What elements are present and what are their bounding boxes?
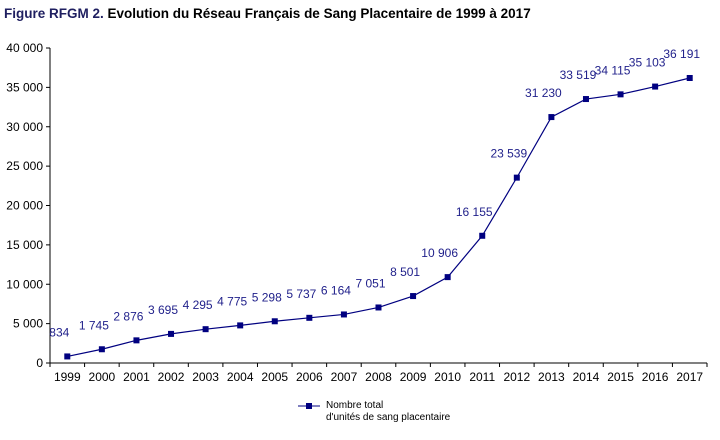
x-tick-label: 2014 [573,370,600,384]
data-label: 2 876 [113,309,143,323]
legend-label: Nombre total d'unités de sang placentair… [326,400,450,424]
y-tick-label: 20 000 [6,199,43,213]
data-label: 33 519 [560,68,597,82]
x-tick-label: 1999 [54,370,81,384]
x-tick-label: 2002 [158,370,185,384]
x-tick-label: 2007 [331,370,358,384]
legend-label-line-2: d'unités de sang placentaire [326,412,451,423]
x-tick-label: 2009 [400,370,427,384]
data-label: 31 230 [525,86,562,100]
data-point-marker [582,96,589,103]
y-tick-label: 30 000 [6,120,43,134]
data-point-marker [98,346,105,353]
x-tick-label: 2005 [261,370,288,384]
data-label: 35 103 [629,56,666,70]
data-point-marker [168,330,175,337]
data-label: 5 298 [252,290,282,304]
y-tick-label: 35 000 [6,80,43,94]
data-point-marker [340,311,347,318]
x-tick-label: 2001 [123,370,150,384]
data-label: 5 737 [286,287,316,301]
chart-title-text: Evolution du Réseau Français de Sang Pla… [107,6,531,21]
data-point-marker [306,314,313,321]
data-point-marker [271,318,278,325]
data-point-marker [686,74,693,81]
x-tick-label: 2010 [434,370,461,384]
data-label: 36 191 [663,47,700,61]
y-tick-label: 10 000 [6,277,43,291]
x-tick-label: 2011 [469,370,495,384]
data-point-marker [133,337,140,344]
data-point-marker [202,326,209,333]
y-tick-label: 0 [36,356,43,370]
data-label: 3 695 [148,303,178,317]
data-point-marker [64,353,71,360]
data-label: 6 164 [321,283,351,297]
x-tick-label: 2000 [89,370,116,384]
data-label: 16 155 [456,205,493,219]
data-label: 834 [49,325,69,339]
data-point-marker [617,91,624,98]
data-label: 1 745 [79,318,109,332]
data-point-marker [513,174,520,181]
x-tick-label: 2006 [296,370,323,384]
data-label: 4 295 [183,298,213,312]
x-tick-label: 2008 [365,370,392,384]
data-point-marker [410,293,417,300]
data-label: 10 906 [421,246,458,260]
x-tick-label: 2012 [503,370,530,384]
x-tick-label: 2015 [607,370,634,384]
data-point-marker [548,114,555,121]
x-tick-label: 2003 [192,370,219,384]
x-tick-label: 2016 [642,370,669,384]
data-point-marker [444,274,451,281]
data-label: 7 051 [355,276,385,290]
chart-title: Figure RFGM 2. Evolution du Réseau Franç… [4,6,531,21]
y-tick-label: 5 000 [13,317,43,331]
data-point-marker [237,322,244,329]
data-label: 34 115 [595,63,631,77]
data-label: 8 501 [390,265,420,279]
x-tick-label: 2017 [676,370,703,384]
y-tick-label: 15 000 [6,238,43,252]
legend-label-line-1: Nombre total [326,400,384,411]
y-tick-label: 40 000 [6,41,43,55]
x-tick-label: 2013 [538,370,565,384]
data-point-marker [375,304,382,311]
data-point-marker [652,83,659,90]
y-tick-label: 25 000 [6,159,43,173]
data-label: 23 539 [490,147,527,161]
x-tick-label: 2004 [227,370,254,384]
legend-swatch [298,403,320,409]
data-label: 4 775 [217,294,247,308]
data-point-marker [479,232,486,239]
figure-number: Figure RFGM 2. [4,6,108,21]
